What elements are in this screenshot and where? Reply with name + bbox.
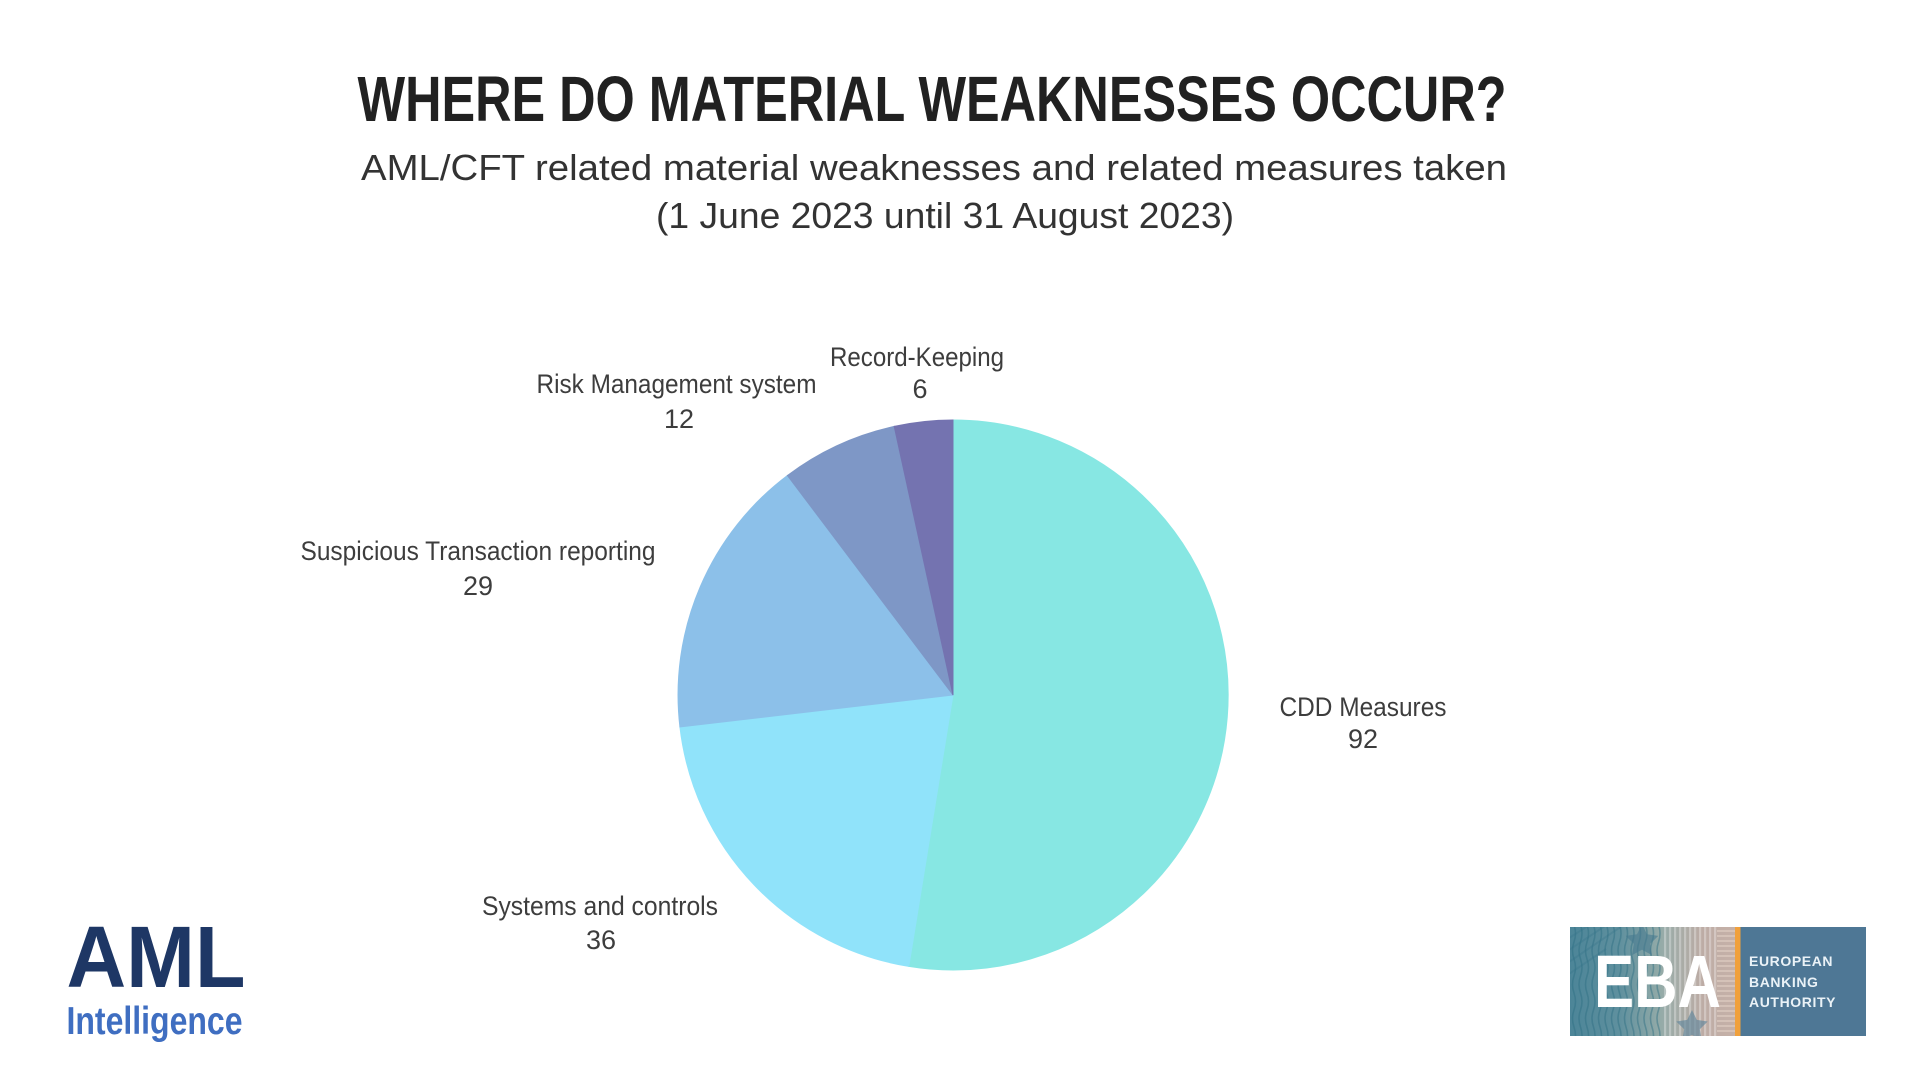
svg-text:6: 6: [912, 374, 927, 404]
svg-text:CDD Measures: CDD Measures: [1280, 692, 1447, 722]
svg-text:EBA: EBA: [1594, 940, 1721, 1023]
svg-text:Systems and controls: Systems and controls: [482, 891, 718, 921]
svg-text:AUTHORITY: AUTHORITY: [1749, 994, 1836, 1010]
svg-text:29: 29: [463, 571, 493, 601]
svg-text:12: 12: [664, 404, 694, 434]
svg-text:AML/CFT related material weakn: AML/CFT related material weaknesses and …: [361, 147, 1507, 188]
svg-text:EUROPEAN: EUROPEAN: [1749, 953, 1833, 969]
svg-text:Suspicious Transaction reporti: Suspicious Transaction reporting: [301, 536, 656, 566]
svg-text:BANKING: BANKING: [1749, 974, 1819, 990]
svg-text:36: 36: [586, 925, 616, 955]
svg-text:92: 92: [1348, 724, 1378, 754]
svg-text:AML: AML: [67, 909, 246, 1006]
svg-text:Record-Keeping: Record-Keeping: [830, 342, 1004, 372]
svg-text:WHERE DO MATERIAL WEAKNESSES O: WHERE DO MATERIAL WEAKNESSES OCCUR?: [358, 63, 1507, 135]
svg-text:(1 June 2023 until 31 August 2: (1 June 2023 until 31 August 2023): [656, 195, 1234, 236]
svg-text:Risk Management system: Risk Management system: [537, 369, 817, 399]
svg-text:Intelligence: Intelligence: [67, 1000, 243, 1043]
